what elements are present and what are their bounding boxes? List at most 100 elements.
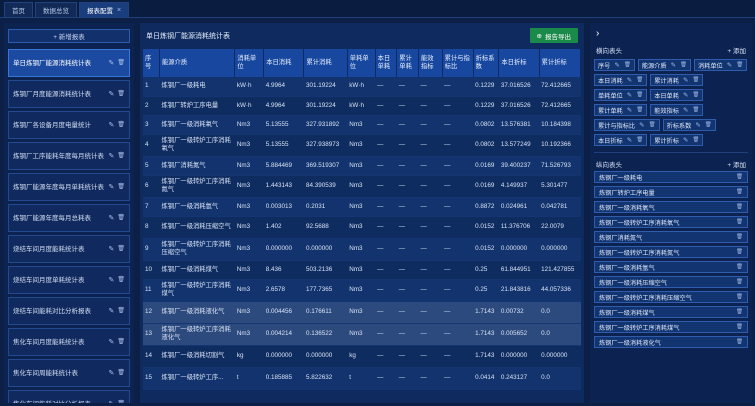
delete-icon[interactable]: 🗑 — [692, 77, 700, 83]
delete-icon[interactable]: 🗑 — [117, 246, 125, 252]
column-chip[interactable]: 累计与指标比 ✎ 🗑 — [594, 119, 660, 131]
column-chip[interactable]: 本日折标 ✎ 🗑 — [594, 134, 648, 146]
edit-icon[interactable]: ✎ — [108, 246, 115, 253]
delete-icon[interactable]: 🗑 — [736, 219, 743, 225]
report-list-item[interactable]: 烧结车间月度单耗统计表 ✎ 🗑 — [8, 266, 130, 294]
new-report-button[interactable]: + 新增报表 — [8, 29, 130, 43]
delete-icon[interactable]: 🗑 — [117, 60, 125, 66]
column-chip[interactable]: 能源介质 ✎ 🗑 — [637, 59, 691, 71]
report-list-item[interactable]: 焦化车间月度能耗统计表 ✎ 🗑 — [8, 328, 130, 356]
table-row[interactable]: 13 炼钢厂一级转炉工序消耗液化气 Nm3 0.004214 0.136522 Nm3— —… — [143, 323, 581, 346]
edit-icon[interactable]: ✎ — [109, 400, 115, 403]
row-header-item[interactable]: 炼钢厂转炉工序电量 🗑 — [594, 186, 748, 198]
edit-icon[interactable]: ✎ — [108, 215, 115, 222]
delete-icon[interactable]: 🗑 — [692, 137, 700, 143]
delete-icon[interactable]: 🗑 — [636, 107, 644, 113]
column-chip[interactable]: 本日单耗 ✎ 🗑 — [650, 89, 704, 101]
delete-icon[interactable]: 🗑 — [680, 62, 687, 68]
edit-icon[interactable]: ✎ — [682, 92, 689, 99]
column-chip[interactable]: 累计单耗 ✎ 🗑 — [594, 104, 648, 116]
delete-icon[interactable]: 🗑 — [704, 122, 712, 128]
delete-icon[interactable]: 🗑 — [736, 174, 743, 180]
column-chip[interactable]: 本日消耗 ✎ 🗑 — [594, 74, 648, 86]
table-row[interactable]: 3 炼钢厂一级消耗氧气 Nm3 5.13555 327.931892 Nm3— — — —0.0… — [143, 115, 581, 135]
column-chip[interactable]: 折标系数 ✎ 🗑 — [662, 119, 716, 131]
row-header-item[interactable]: 炼钢厂消耗氮气 🗑 — [594, 231, 748, 243]
delete-icon[interactable]: 🗑 — [736, 189, 743, 195]
report-list-item[interactable]: 炼钢厂月度能源消耗统计表 ✎ 🗑 — [8, 80, 130, 108]
delete-icon[interactable]: 🗑 — [636, 92, 644, 98]
table-row[interactable]: 14 炼钢厂一级消耗切割气 kg 0.000000 0.000000 kg — — — —1.71… — [143, 345, 581, 368]
delete-icon[interactable]: 🗑 — [117, 339, 125, 345]
table-row[interactable]: 4 炼钢厂一级转炉工序消耗氧气 Nm3 5.13555 327.938973 Nm3— — —… — [143, 134, 581, 157]
delete-icon[interactable]: 🗑 — [636, 137, 644, 143]
edit-icon[interactable]: ✎ — [108, 308, 115, 315]
delete-icon[interactable]: 🗑 — [736, 249, 743, 255]
table-row[interactable]: 15 炼钢厂一级转炉工序... t 0.185885 5.822632 t — — — —0.04… — [143, 367, 581, 390]
row-header-item[interactable]: 炼钢厂一级转炉工序消耗压缩空气 🗑 — [594, 291, 748, 303]
edit-icon[interactable]: ✎ — [108, 153, 115, 160]
tab-home[interactable]: 首页 — [4, 2, 33, 17]
table-row[interactable]: 12 炼钢厂一级消耗液化气 Nm3 0.004456 0.176611 Nm3— — — —1.… — [143, 301, 581, 324]
edit-icon[interactable]: ✎ — [682, 107, 689, 114]
add-column-button[interactable]: + 添加 — [727, 48, 746, 55]
report-list-item[interactable]: 焦化车间周能耗统计表 ✎ 🗑 — [8, 359, 130, 387]
report-list-item[interactable]: 炼钢厂能源年度每月总耗表 ✎ 🗑 — [8, 204, 130, 232]
delete-icon[interactable]: 🗑 — [648, 122, 656, 128]
table-row[interactable]: 5 炼钢厂消耗氮气 Nm3 5.884469 369.519307 Nm3— — — —0.01… — [143, 156, 581, 176]
delete-icon[interactable]: 🗑 — [692, 107, 700, 113]
table-row[interactable]: 9 炼钢厂一级转炉工序消耗压缩空气 Nm3 0.000000 0.000000 Nm3— —… — [143, 238, 581, 261]
delete-icon[interactable]: 🗑 — [117, 308, 125, 314]
table-row[interactable]: 8 炼钢厂一级消耗压缩空气 Nm3 1.402 92.5688 Nm3— — — —0.0152… — [143, 216, 581, 239]
edit-icon[interactable]: ✎ — [108, 370, 115, 377]
edit-icon[interactable]: ✎ — [682, 77, 689, 84]
column-chip[interactable]: 累计折标 ✎ 🗑 — [650, 134, 704, 146]
edit-icon[interactable]: ✎ — [626, 137, 633, 144]
report-list-item[interactable]: 炼钢厂各设备月度电量统计 ✎ 🗑 — [8, 111, 130, 139]
column-chip[interactable]: 序号 ✎ 🗑 — [594, 59, 635, 71]
delete-icon[interactable]: 🗑 — [117, 370, 125, 376]
row-header-item[interactable]: 炼钢厂一级消耗压缩空气 🗑 — [594, 276, 748, 288]
table-row[interactable]: 2 炼钢厂转炉工序电量 kW·h 4.9964 301.19224 kW·h — — — —0.1… — [143, 96, 581, 116]
edit-icon[interactable]: ✎ — [108, 91, 115, 98]
row-header-item[interactable]: 炼钢厂一级转炉工序消耗氧气 🗑 — [594, 216, 748, 228]
table-row[interactable]: 6 炼钢厂一级转炉工序消耗氮气 Nm3 1.443143 84.390539 Nm3— — —… — [143, 175, 581, 198]
edit-icon[interactable]: ✎ — [626, 77, 633, 84]
chevron-right-icon[interactable]: › — [596, 27, 600, 39]
edit-icon[interactable]: ✎ — [639, 122, 645, 129]
row-header-item[interactable]: 炼钢厂一级转炉工序消耗氮气 🗑 — [594, 246, 748, 258]
tab-overview[interactable]: 数据总览 — [35, 2, 77, 17]
edit-icon[interactable]: ✎ — [626, 107, 633, 114]
table-row[interactable]: 10 炼钢厂一级消耗煤气 Nm3 8.436 503.2136 Nm3— — — —0.25 61… — [143, 260, 581, 280]
delete-icon[interactable]: 🗑 — [117, 153, 125, 159]
edit-icon[interactable]: ✎ — [108, 339, 115, 346]
column-chip[interactable]: 累计消耗 ✎ 🗑 — [650, 74, 704, 86]
row-header-item[interactable]: 炼钢厂一级消耗氧气 🗑 — [594, 201, 748, 213]
row-header-item[interactable]: 炼钢厂一级消耗氩气 🗑 — [594, 261, 748, 273]
edit-icon[interactable]: ✎ — [108, 277, 115, 284]
edit-icon[interactable]: ✎ — [108, 60, 115, 67]
table-row[interactable]: 1 炼钢厂一级耗电 kW·h 4.9964 301.19224 kW·h — — — —0.122… — [143, 77, 581, 97]
delete-icon[interactable]: 🗑 — [636, 77, 644, 83]
edit-icon[interactable]: ✎ — [108, 122, 115, 129]
delete-icon[interactable]: 🗑 — [117, 184, 125, 190]
edit-icon[interactable]: ✎ — [682, 137, 689, 144]
row-header-item[interactable]: 炼钢厂一级消耗煤气 🗑 — [594, 306, 748, 318]
delete-icon[interactable]: 🗑 — [736, 62, 744, 68]
report-list-item[interactable]: 炼钢厂能源年度每月单耗统计表 ✎ 🗑 — [8, 173, 130, 201]
delete-icon[interactable]: 🗑 — [117, 91, 125, 97]
delete-icon[interactable]: 🗑 — [117, 277, 125, 283]
delete-icon[interactable]: 🗑 — [736, 264, 743, 270]
table-row[interactable]: 11 炼钢厂一级转炉工序消耗煤气 Nm3 2.6578 177.7365 Nm3— — — —0… — [143, 279, 581, 302]
column-chip[interactable]: 能效指标 ✎ 🗑 — [650, 104, 704, 116]
report-list-item[interactable]: 烧结车间能耗对比分析报表 ✎ 🗑 — [8, 297, 130, 325]
delete-icon[interactable]: 🗑 — [736, 324, 743, 330]
add-row-button[interactable]: + 添加 — [727, 162, 746, 169]
delete-icon[interactable]: 🗑 — [736, 234, 743, 240]
row-header-item[interactable]: 炼钢厂一级转炉工序消耗煤气 🗑 — [594, 321, 748, 333]
report-list-item[interactable]: 烧结车间月度能耗统计表 ✎ 🗑 — [8, 235, 130, 263]
delete-icon[interactable]: 🗑 — [117, 400, 125, 403]
edit-icon[interactable]: ✎ — [108, 184, 115, 191]
tab-report-config[interactable]: 报表配置 × — [79, 2, 130, 17]
table-row[interactable]: 7 炼钢厂一级消耗氩气 Nm3 0.003013 0.2031 Nm3— — — —0.8872… — [143, 197, 581, 217]
